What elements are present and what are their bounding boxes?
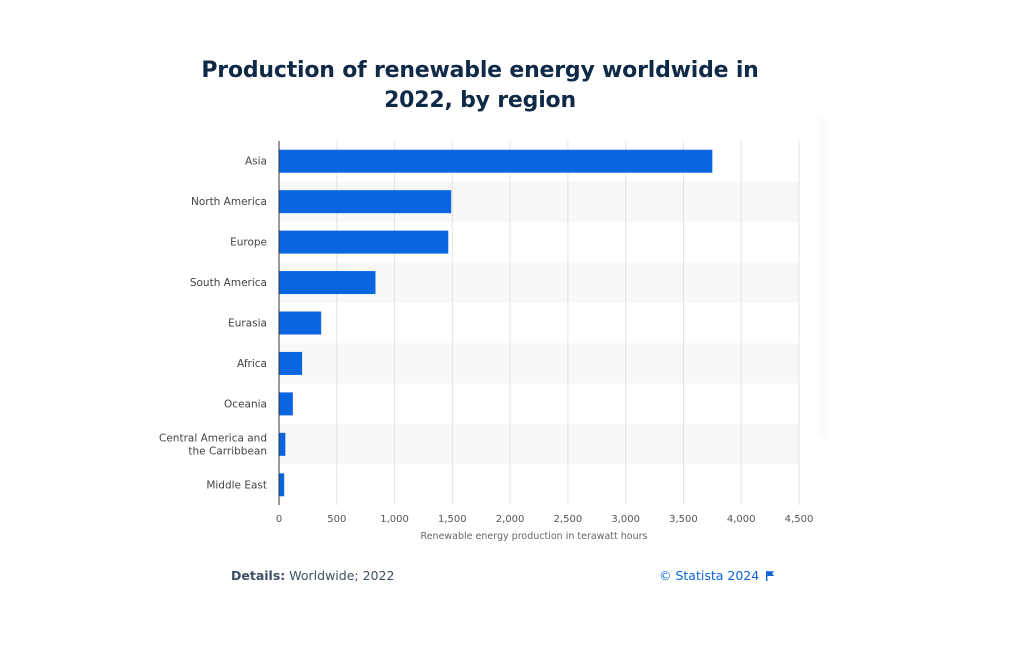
flag-icon[interactable] [765, 570, 775, 581]
category-label: South America [190, 277, 267, 289]
tick-labels: 0 500 1,000 1,500 2,000 2,500 3,000 3,500 4,000 4… [276, 514, 814, 525]
bar[interactable] [279, 271, 376, 295]
bar[interactable] [279, 230, 449, 254]
x-tick-label: 3,000 [611, 514, 640, 525]
bar[interactable] [279, 473, 285, 497]
source-text: © Statista 2024 [659, 568, 760, 583]
x-tick-label: 1,000 [380, 514, 409, 525]
bar[interactable] [279, 190, 452, 214]
bar[interactable] [279, 432, 286, 456]
details-note: Details: Worldwide; 2022 [231, 568, 394, 583]
x-tick-label: 4,500 [785, 514, 814, 525]
row-band [279, 424, 799, 465]
category-label: Middle East [206, 479, 267, 491]
bar[interactable] [279, 351, 303, 375]
category-label: Africa [237, 358, 267, 370]
x-tick-label: 1,500 [438, 514, 467, 525]
category-label: Europe [230, 237, 267, 249]
panel-shadow [816, 118, 828, 438]
x-tick-label: 4,000 [727, 514, 756, 525]
category-label: Oceania [224, 398, 267, 410]
x-tick-label: 2,500 [554, 514, 583, 525]
bar[interactable] [279, 311, 322, 335]
category-labels: Asia North America Europe South America Eura… [159, 156, 267, 492]
category-label: North America [191, 196, 267, 208]
bar[interactable] [279, 149, 713, 173]
x-tick-label: 500 [327, 514, 346, 525]
x-tick-label: 2,000 [496, 514, 525, 525]
row-bands [279, 181, 799, 465]
details-value: Worldwide; 2022 [289, 568, 395, 583]
x-axis-title: Renewable energy production in terawatt … [421, 531, 648, 542]
bars [279, 149, 713, 497]
category-label: Asia [245, 156, 267, 168]
x-tick-label: 3,500 [669, 514, 698, 525]
category-label: Eurasia [228, 318, 267, 330]
source-link[interactable]: © Statista 2024 [659, 568, 775, 583]
category-label: Central America and the Carribbean [159, 432, 267, 457]
bar[interactable] [279, 392, 293, 416]
details-label: Details: [231, 568, 286, 583]
x-tick-label: 0 [276, 514, 282, 525]
chart-title: Production of renewable energy worldwide… [201, 58, 759, 113]
row-band [279, 343, 799, 384]
